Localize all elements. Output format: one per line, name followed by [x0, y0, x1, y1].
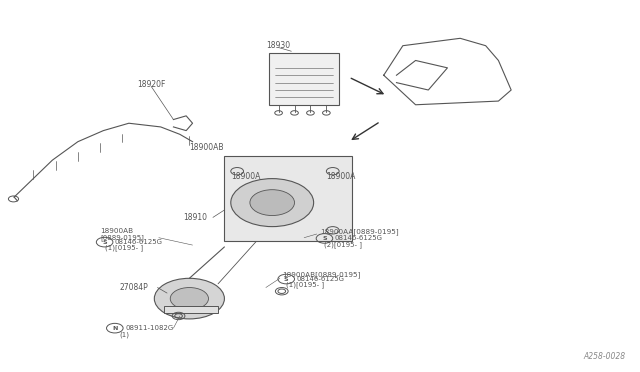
Text: 08146-6125G: 08146-6125G [335, 235, 383, 241]
Text: 18900AB: 18900AB [189, 143, 224, 152]
Text: (2)[0195- ]: (2)[0195- ] [324, 241, 362, 248]
Text: [0889-0195]: [0889-0195] [100, 234, 144, 241]
Circle shape [231, 179, 314, 227]
Text: 18930: 18930 [266, 41, 291, 50]
Text: 18900AB[0889-0195]: 18900AB[0889-0195] [282, 271, 360, 278]
Text: S: S [284, 276, 289, 282]
Text: N: N [112, 326, 118, 331]
Circle shape [154, 278, 225, 319]
Text: 27084P: 27084P [119, 283, 148, 292]
Text: 18910: 18910 [183, 213, 207, 222]
Circle shape [250, 190, 294, 215]
Text: (1): (1) [119, 331, 129, 338]
Text: 18900A: 18900A [231, 172, 260, 181]
Text: 18900AA[0889-0195]: 18900AA[0889-0195] [320, 228, 399, 235]
Polygon shape [164, 306, 218, 313]
Text: A258-0028: A258-0028 [584, 352, 626, 361]
Polygon shape [225, 157, 352, 241]
Text: 08146-6125G: 08146-6125G [115, 239, 163, 245]
Text: 08911-1082G: 08911-1082G [125, 325, 174, 331]
Text: 18900A: 18900A [326, 172, 356, 181]
Circle shape [170, 288, 209, 310]
Text: (1)[0195- ]: (1)[0195- ] [286, 282, 324, 288]
Text: S: S [102, 240, 107, 245]
Text: 18920F: 18920F [137, 80, 165, 89]
FancyBboxPatch shape [269, 53, 339, 105]
Text: S: S [322, 236, 327, 241]
Text: 18900AB: 18900AB [100, 228, 133, 234]
Text: (1)[0195- ]: (1)[0195- ] [104, 245, 143, 251]
Text: 08146-6125G: 08146-6125G [296, 276, 344, 282]
